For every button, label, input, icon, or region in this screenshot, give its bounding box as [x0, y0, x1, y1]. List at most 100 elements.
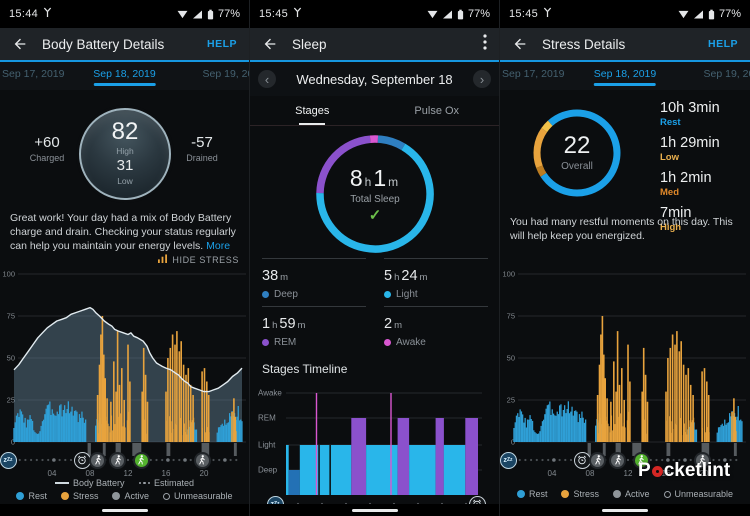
date-tab-prev[interactable]: Sep 17, 2019	[2, 68, 65, 80]
date-tab-selected[interactable]: Sep 18, 2019	[93, 68, 156, 86]
svg-text:20: 20	[700, 469, 709, 478]
battery-percent: 77%	[718, 8, 741, 20]
stages-timeline-title: Stages Timeline	[262, 362, 348, 376]
svg-text:50: 50	[507, 354, 515, 363]
svg-text:25: 25	[7, 396, 15, 405]
chevron-right-icon[interactable]: ›	[473, 70, 491, 88]
stress-stat-rest: 10h 3min Rest	[660, 100, 720, 128]
battery-percent: 77%	[467, 8, 490, 20]
svg-text:12: 12	[624, 469, 633, 478]
tab-stages[interactable]: Stages	[250, 96, 375, 125]
chart-status-legend: Rest Stress Active Unmeasurable	[500, 489, 750, 499]
walk-icon	[589, 451, 607, 469]
stress-stat-low: 1h 29min Low	[660, 135, 720, 163]
more-link[interactable]: More	[206, 239, 231, 252]
activity-icon	[632, 451, 650, 469]
check-icon: ✓	[368, 206, 382, 224]
bar-chart-icon	[157, 254, 168, 265]
walk-icon	[693, 451, 711, 469]
summary-text: You had many restful moments on this day…	[510, 216, 733, 242]
svg-text:12: 12	[124, 469, 133, 478]
signal-icon	[442, 9, 453, 19]
home-indicator[interactable]	[602, 509, 648, 512]
date-tab-prev[interactable]: Sep 17, 2019	[502, 68, 565, 80]
stages-timeline-chart[interactable]: AwakeREMLightDeepzZz	[250, 380, 499, 516]
svg-text:16: 16	[662, 469, 671, 478]
app-bar: Sleep	[250, 28, 499, 60]
gesture-nav-bar	[0, 504, 249, 516]
sleep-ring: 8 h1 m Total Sleep ✓	[313, 132, 437, 256]
legend-item-stress: Stress	[60, 491, 98, 501]
date-tab-next[interactable]: Sep 19, 2019	[703, 68, 750, 80]
app-bar: Body Battery Details HELP	[0, 28, 249, 60]
tab-pulse-ox[interactable]: Pulse Ox	[414, 104, 460, 117]
home-indicator[interactable]	[101, 509, 148, 512]
battery-icon	[207, 9, 214, 20]
status-time: 15:44	[9, 8, 39, 20]
battery-icon	[457, 9, 464, 20]
total-sleep-label: Total Sleep	[350, 193, 400, 205]
hide-stress-button[interactable]: HIDE STRESS	[157, 254, 239, 265]
wifi-icon	[678, 10, 689, 19]
gauge-high-value: 82	[111, 117, 139, 145]
date-tab-next[interactable]: Sep 19, 2019	[202, 68, 249, 80]
antenna-icon	[293, 7, 302, 21]
activity-icon	[132, 451, 150, 469]
stress-stats-list: 10h 3min Rest 1h 29min Low 1h 2min Med 7min Hig…	[660, 100, 746, 240]
overflow-menu-icon[interactable]	[483, 33, 487, 55]
accent-divider	[250, 60, 499, 62]
svg-text:04: 04	[48, 469, 57, 478]
status-bar: 15:45 77%	[500, 0, 750, 28]
status-time: 15:45	[509, 8, 539, 20]
wifi-icon	[427, 10, 438, 19]
panel-stress: 15:45 77% Stress Details HELP Sep 17, 20…	[500, 0, 750, 516]
svg-text:16: 16	[162, 469, 171, 478]
svg-text:75: 75	[7, 312, 15, 321]
help-button[interactable]: HELP	[707, 38, 738, 50]
help-button[interactable]: HELP	[206, 38, 237, 50]
date-tabs: Sep 17, 2019 Sep 18, 2019 Sep 19, 2019	[0, 62, 249, 90]
back-icon[interactable]	[512, 36, 528, 52]
stress-overall-value: 22	[563, 132, 591, 159]
walk-icon	[609, 451, 627, 469]
walk-icon	[193, 451, 211, 469]
charged-stat: +60 Charged	[29, 134, 65, 163]
legend-item-estimated: Estimated	[138, 478, 194, 488]
walk-icon	[89, 451, 107, 469]
legend-item-unmeasurable: Unmeasurable	[163, 491, 233, 501]
status-bar: 15:45 77%	[250, 0, 499, 28]
legend-item-active: Active	[112, 491, 149, 501]
accent-divider	[0, 60, 249, 62]
chart-series-legend: Body Battery Estimated	[0, 478, 249, 488]
svg-text:100: 100	[502, 270, 515, 279]
back-icon[interactable]	[262, 36, 278, 52]
date-navigator: ‹ Wednesday, September 18 ›	[250, 62, 499, 96]
stress-stat-med: 1h 2min Med	[660, 170, 712, 198]
drained-stat: -57 Drained	[186, 134, 218, 163]
stress-gauge: 22 Overall	[530, 106, 624, 200]
wifi-icon	[177, 10, 188, 19]
antenna-icon	[43, 7, 52, 21]
svg-text:08: 08	[86, 469, 95, 478]
home-indicator[interactable]	[351, 509, 398, 512]
panel-body-battery: 15:44 77% Body Battery Details HELP Sep …	[0, 0, 250, 516]
signal-icon	[693, 9, 704, 19]
svg-text:REM: REM	[258, 414, 276, 423]
chevron-left-icon[interactable]: ‹	[258, 70, 276, 88]
app-bar: Stress Details HELP	[500, 28, 750, 60]
pocket-lint-logo-icon	[651, 465, 663, 477]
battery-icon	[708, 9, 715, 20]
sleep-tabs: Stages Pulse Ox	[250, 96, 499, 126]
date-tab-selected[interactable]: Sep 18, 2019	[593, 68, 657, 86]
svg-text:04: 04	[548, 469, 557, 478]
back-icon[interactable]	[12, 36, 28, 52]
legend-item-unmeasurable: Unmeasurable	[663, 489, 733, 499]
page-title: Sleep	[292, 36, 327, 52]
svg-text:Awake: Awake	[258, 389, 282, 398]
svg-text:0: 0	[11, 438, 15, 447]
